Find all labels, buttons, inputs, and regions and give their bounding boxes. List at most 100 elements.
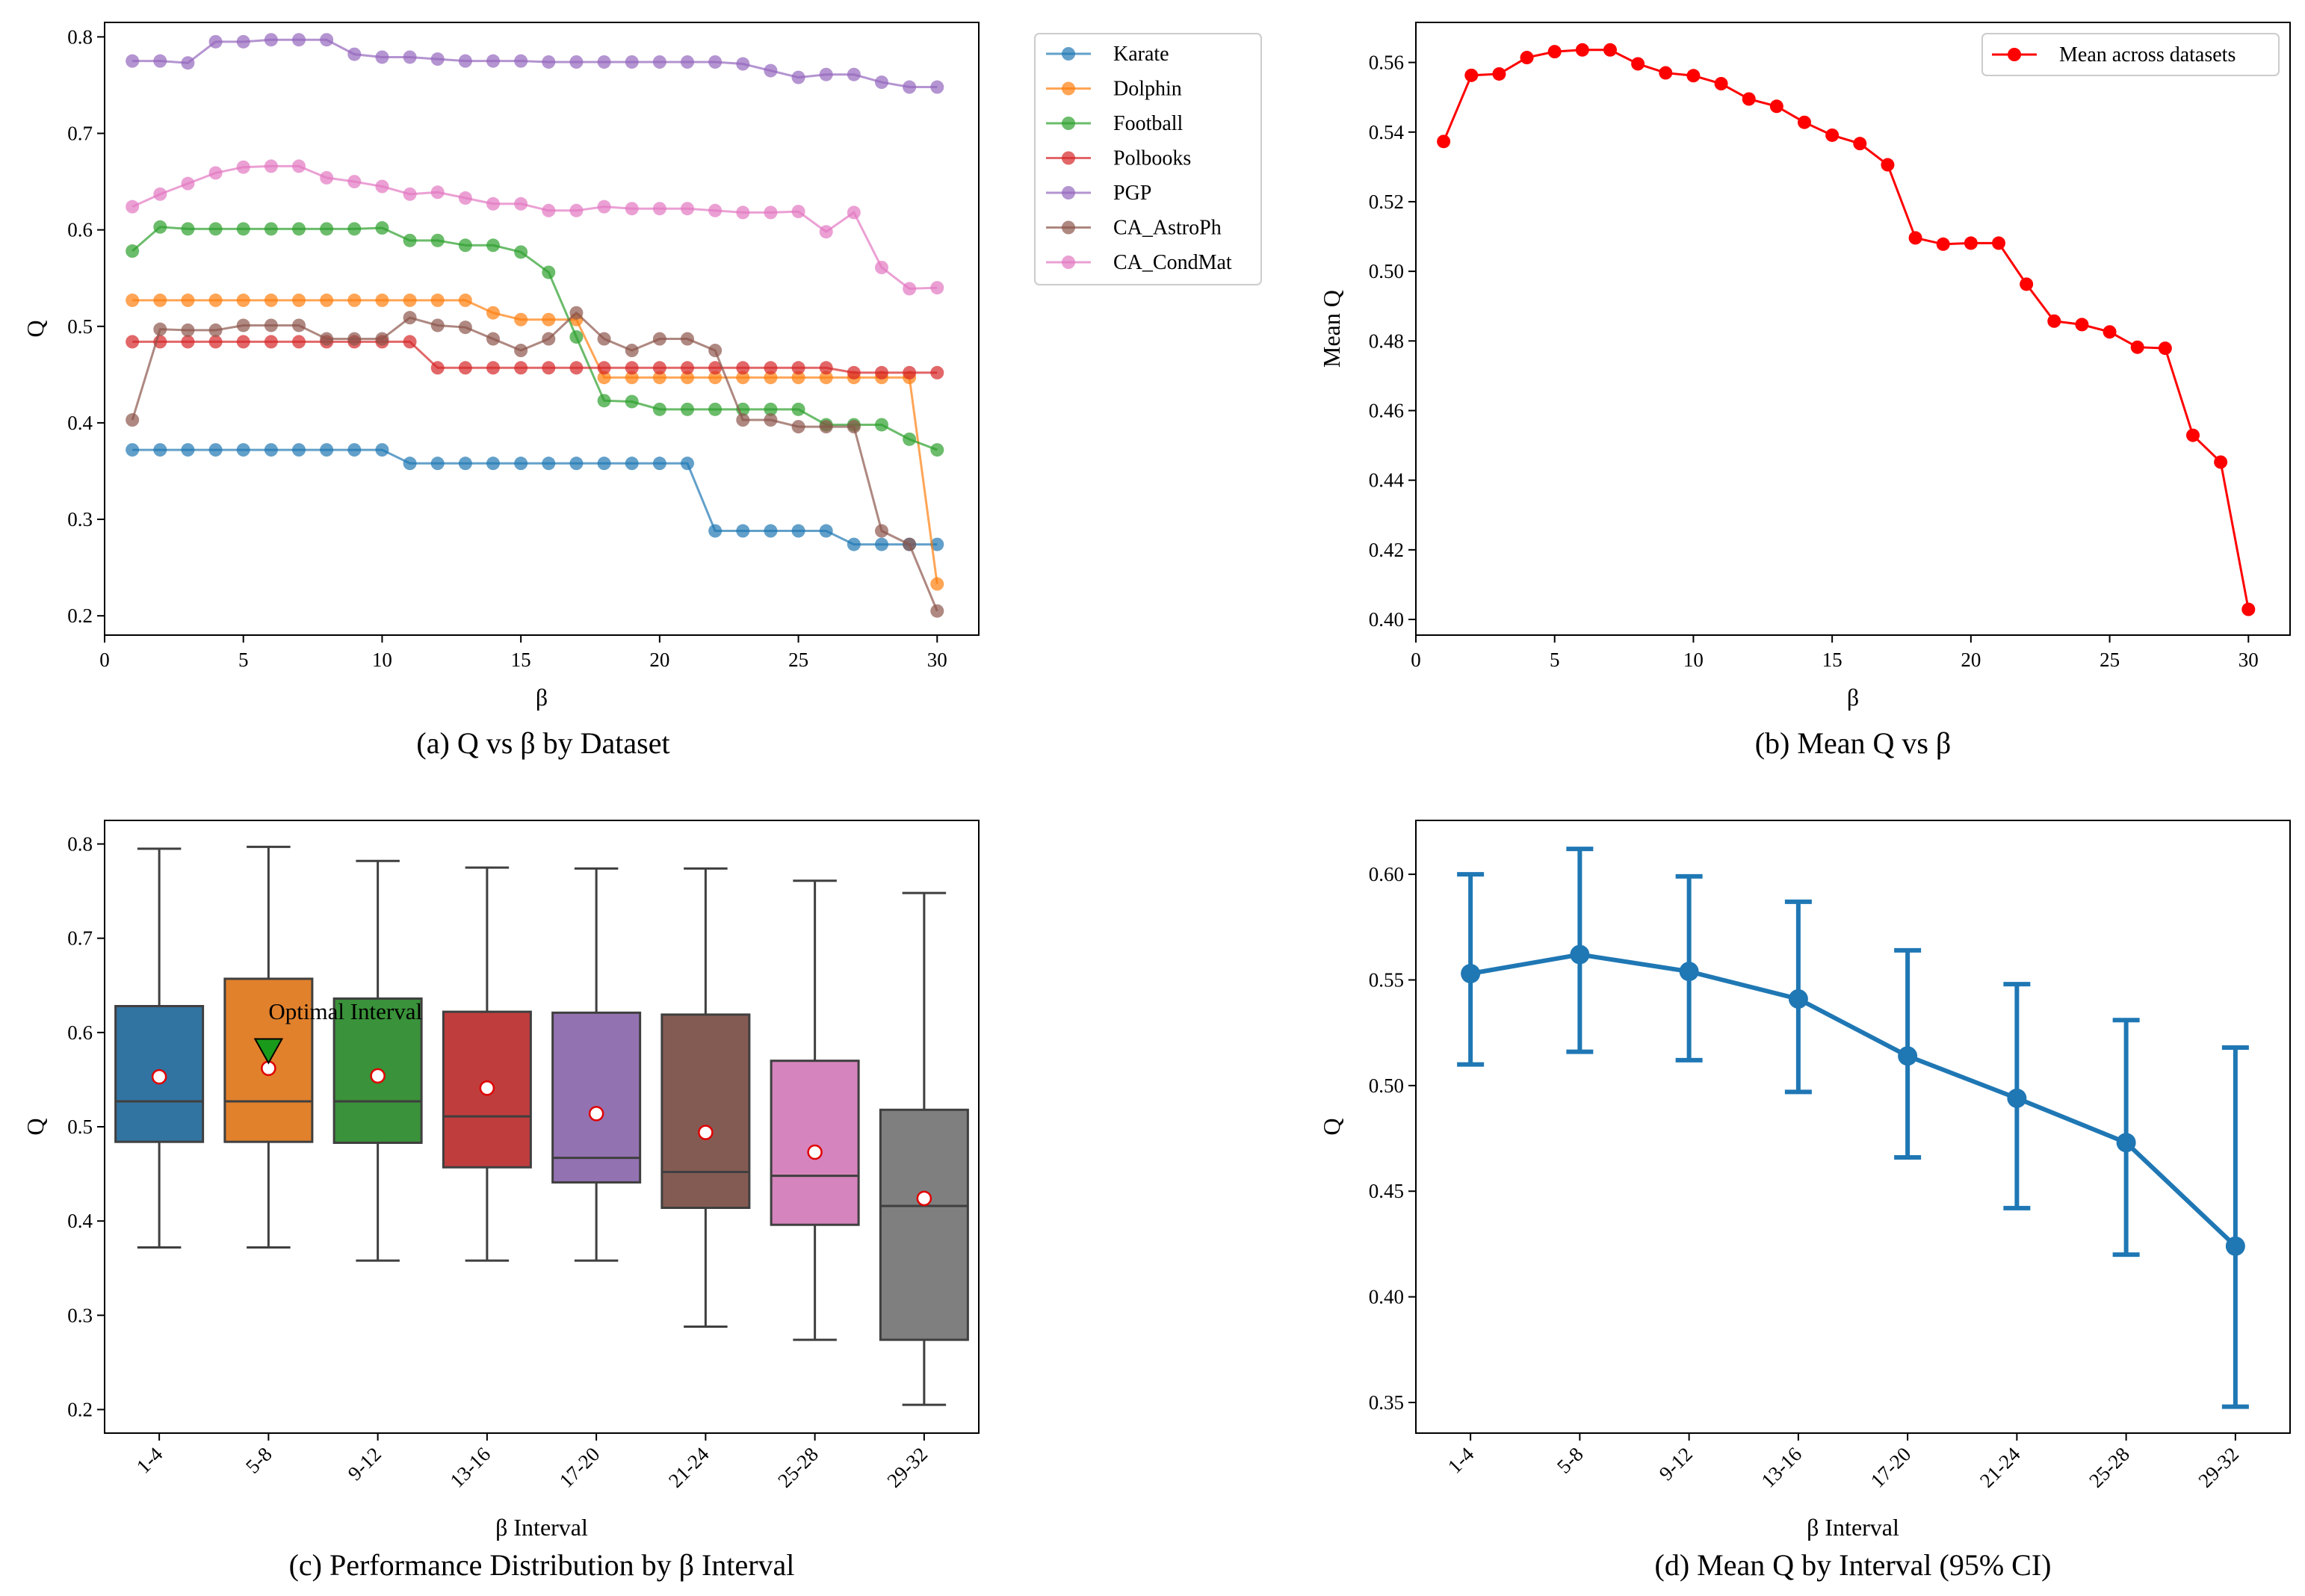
data-point xyxy=(1742,92,1756,106)
data-point xyxy=(1492,66,1506,81)
data-point xyxy=(264,33,278,47)
data-point xyxy=(875,75,888,90)
data-point xyxy=(486,361,500,375)
mean-point xyxy=(1788,989,1808,1009)
data-point xyxy=(153,54,167,68)
y-tick-label: 0.7 xyxy=(67,123,93,145)
data-point xyxy=(930,281,944,295)
data-point xyxy=(181,56,195,70)
data-point xyxy=(652,202,666,216)
y-tick-label: 0.45 xyxy=(1369,1180,1404,1202)
y-tick-label: 0.42 xyxy=(1369,539,1404,561)
series-line xyxy=(132,226,938,451)
data-point xyxy=(208,222,223,236)
data-point xyxy=(930,443,944,457)
y-tick-label: 0.50 xyxy=(1369,1074,1404,1097)
mean-point xyxy=(2007,1088,2027,1108)
data-point xyxy=(375,443,389,457)
data-point xyxy=(292,335,306,349)
data-point xyxy=(458,457,472,471)
errorbar-29-32 xyxy=(2221,1045,2249,1409)
data-point xyxy=(764,361,778,375)
panel-c-caption: (c) Performance Distribution by β Interv… xyxy=(289,1548,795,1582)
data-point xyxy=(625,202,639,216)
legend-entry-pgp: PGP xyxy=(1046,182,1151,205)
data-point xyxy=(126,244,140,259)
box-9-12 xyxy=(332,859,423,1262)
legend-label: Karate xyxy=(1113,43,1169,66)
data-point xyxy=(236,293,250,307)
data-point xyxy=(597,332,611,346)
errorbar-5-8 xyxy=(1566,847,1594,1054)
x-tick-label: 5-8 xyxy=(241,1443,276,1478)
y-tick-label: 0.60 xyxy=(1369,863,1404,885)
y-tick-label: 0.8 xyxy=(67,25,93,48)
panel-a-ylabel: Q xyxy=(22,320,49,337)
data-point xyxy=(486,197,500,211)
data-point xyxy=(1547,45,1562,59)
mean-point xyxy=(1898,1046,1918,1066)
data-point xyxy=(486,306,500,320)
y-tick-label: 0.52 xyxy=(1369,191,1404,213)
data-point xyxy=(652,457,666,471)
data-point xyxy=(320,443,334,457)
data-point xyxy=(2186,428,2200,442)
panel-a-q-vs-beta: 0.2 0.3 0.4 0.5 0.6 0.7 0.8 0 5 10 15 20 25 30 β Q (a… xyxy=(22,22,1262,760)
data-point xyxy=(875,261,888,274)
y-tick-label: 0.46 xyxy=(1369,399,1404,421)
data-point xyxy=(791,402,805,416)
legend-marker xyxy=(1062,47,1075,61)
x-tick-label: 9-12 xyxy=(344,1443,386,1485)
errorbar-21-24 xyxy=(2003,982,2031,1210)
data-point xyxy=(652,361,666,375)
x-tick-label: 1-4 xyxy=(132,1443,167,1478)
data-point xyxy=(542,55,556,69)
iqr-box xyxy=(660,1013,751,1209)
iqr-box xyxy=(770,1060,860,1226)
box-21-24 xyxy=(660,867,751,1328)
legend-label: CA_AstroPh xyxy=(1113,217,1222,240)
data-point xyxy=(597,394,611,408)
box-1-4 xyxy=(114,847,205,1249)
data-point xyxy=(681,55,694,69)
data-point xyxy=(652,332,666,346)
data-point xyxy=(708,402,723,416)
mean-marker xyxy=(370,1068,386,1084)
panel-b-mean-q-vs-beta: 0.40 0.42 0.44 0.46 0.48 0.50 0.52 0.54 0.56 0 5 10… xyxy=(1318,22,2291,760)
data-point xyxy=(430,318,445,332)
data-point xyxy=(791,70,805,84)
data-point xyxy=(2075,318,2089,332)
data-point xyxy=(181,335,195,349)
data-point xyxy=(1992,236,2005,250)
data-point xyxy=(736,361,750,375)
y-tick-label: 0.3 xyxy=(67,1304,93,1326)
data-point xyxy=(153,443,167,457)
data-point xyxy=(236,318,250,332)
data-point xyxy=(264,222,278,236)
legend-label: CA_CondMat xyxy=(1113,251,1232,274)
x-tick-label: 9-12 xyxy=(1655,1443,1697,1485)
data-point xyxy=(625,457,639,471)
box-29-32 xyxy=(879,891,969,1406)
data-point xyxy=(403,293,417,307)
data-point xyxy=(375,221,389,235)
x-tick-label: 25-28 xyxy=(773,1443,823,1492)
data-point xyxy=(347,175,362,189)
x-tick-label: 5 xyxy=(1550,649,1560,671)
panel-b-legend-frame xyxy=(1981,33,2280,76)
data-point xyxy=(1520,51,1534,65)
panel-b-ylabel: Mean Q xyxy=(1318,290,1345,368)
data-point xyxy=(126,443,140,457)
series-polbooks xyxy=(126,335,944,380)
legend-entry-ca-condmat: CA_CondMat xyxy=(1046,251,1232,274)
data-point xyxy=(569,203,584,217)
data-point xyxy=(1686,69,1701,83)
legend-label: Football xyxy=(1113,112,1184,135)
data-point xyxy=(430,185,445,200)
data-point xyxy=(403,311,417,325)
data-point xyxy=(569,457,584,471)
data-point xyxy=(764,371,778,385)
data-point xyxy=(1603,43,1617,57)
mean-point xyxy=(1679,962,1699,982)
